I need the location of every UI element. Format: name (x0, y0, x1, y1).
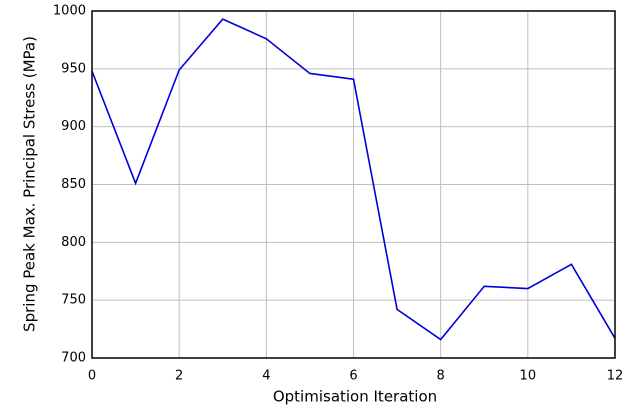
x-tick-label: 8 (437, 369, 445, 384)
y-tick-label: 1000 (53, 4, 86, 19)
x-tick-label: 4 (262, 369, 270, 384)
plot-frame (91, 10, 616, 359)
y-tick-label: 900 (61, 119, 86, 134)
y-tick-label: 850 (61, 177, 86, 192)
x-tick-label: 0 (88, 369, 96, 384)
y-tick-label: 800 (61, 235, 86, 250)
x-tick-label: 2 (175, 369, 183, 384)
y-tick-label: 750 (61, 293, 86, 308)
y-tick-label: 700 (61, 351, 86, 366)
data-line (91, 18, 616, 341)
y-tick-label: 950 (61, 61, 86, 76)
x-tick-label: 12 (607, 369, 624, 384)
x-tick-label: 6 (349, 369, 357, 384)
y-axis-label: Spring Peak Max. Principal Stress (MPa) (21, 36, 39, 332)
x-axis-label: Optimisation Iteration (273, 388, 437, 406)
x-tick-label: 10 (520, 369, 537, 384)
